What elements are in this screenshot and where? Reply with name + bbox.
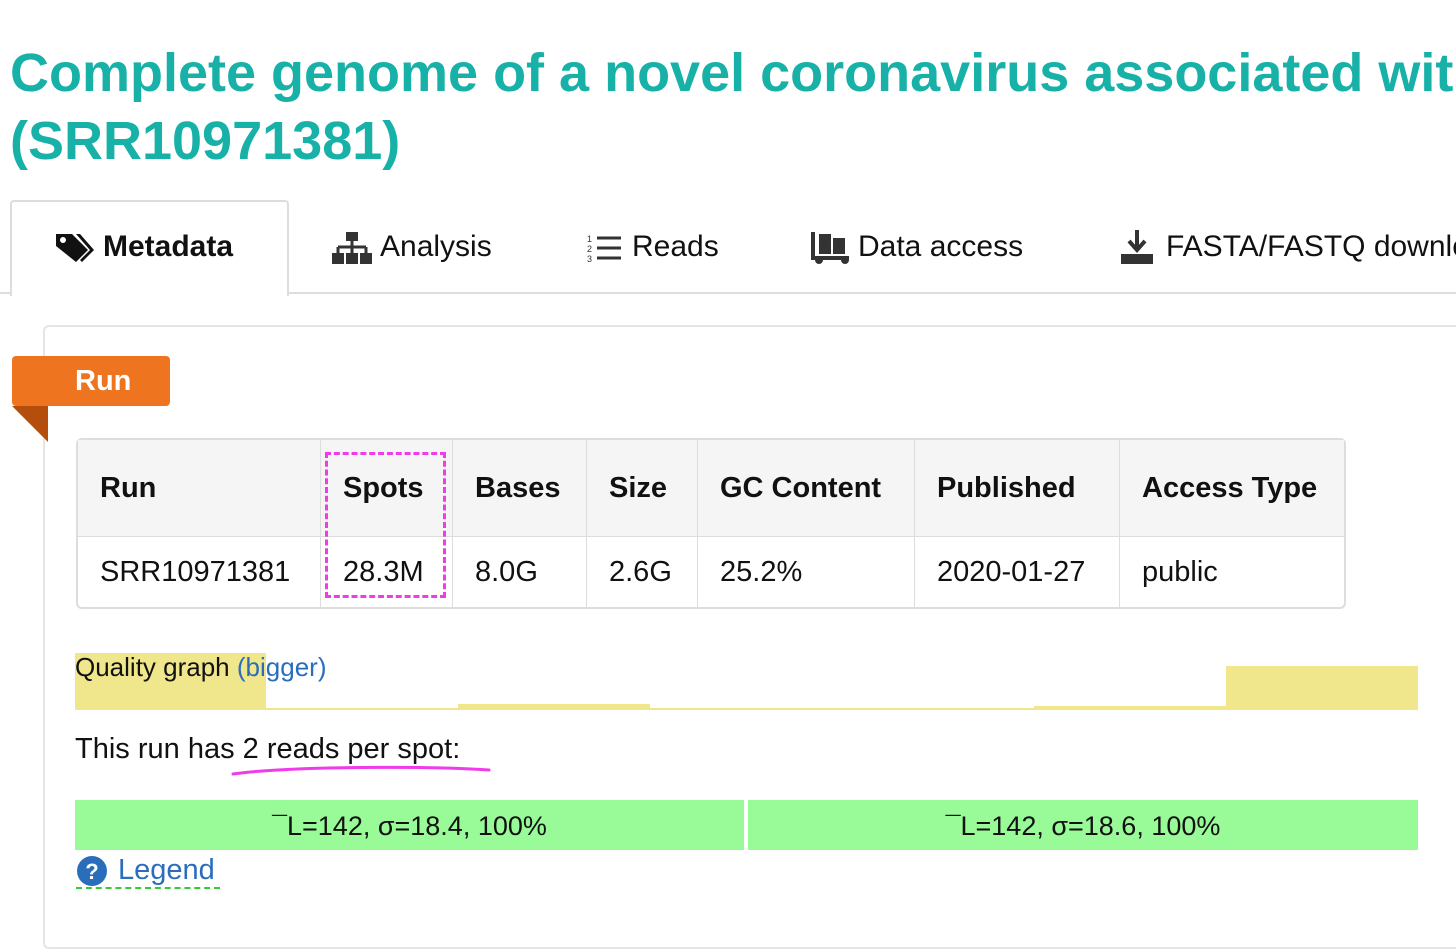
- legend-link[interactable]: Legend: [118, 854, 215, 886]
- column-header: Access Type: [1120, 440, 1344, 537]
- table-cell: SRR10971381: [78, 537, 321, 607]
- column-header: Spots: [321, 440, 453, 537]
- table-cell: 25.2%: [698, 537, 915, 607]
- quality-label: Quality graph (bigger): [75, 652, 326, 683]
- legend-underline: [76, 853, 220, 889]
- page: Complete genome of a novel coronavirus a…: [0, 43, 1456, 949]
- bigger-link[interactable]: (bigger): [236, 652, 327, 682]
- list-icon: 123: [587, 234, 621, 262]
- quality-bar: [75, 653, 266, 710]
- highlight-box: [325, 452, 446, 598]
- svg-text:1: 1: [587, 234, 592, 244]
- quality-text: Quality graph: [75, 652, 230, 682]
- tab-reads[interactable]: Reads: [632, 230, 719, 263]
- tab-download[interactable]: FASTA/FASTQ download: [1166, 230, 1456, 263]
- read-bar: ¯L=142, σ=18.6, 100%: [748, 800, 1418, 850]
- page-title: (SRR10971381): [10, 111, 401, 171]
- quality-bar: [458, 704, 650, 710]
- tab-data-access[interactable]: Data access: [858, 230, 1024, 263]
- tab-analysis[interactable]: Analysis: [380, 230, 492, 263]
- quality-bar: [1226, 666, 1418, 710]
- ribbon: [12, 356, 170, 442]
- active-tab[interactable]: [10, 200, 289, 296]
- column-header: Bases: [453, 440, 587, 537]
- svg-text:3: 3: [587, 254, 592, 262]
- dolly-icon: [811, 232, 849, 264]
- panel: [43, 325, 1456, 949]
- section-label: Run: [75, 365, 132, 397]
- run-table: Run Spots Bases Size GC Content Published Acce…: [76, 438, 1346, 609]
- table-cell: public: [1142, 555, 1218, 588]
- help-icon[interactable]: ?: [76, 855, 108, 887]
- table-row: SRR10971381 28.3M 8.0G 2.6G 25.2% 2020-01-27 p…: [78, 537, 1344, 607]
- tags-icon: [56, 234, 94, 262]
- read-bar: ¯L=142, σ=18.4, 100%: [75, 800, 744, 850]
- header-row: Run Spots Bases Size GC Content Published Acce…: [78, 440, 1344, 537]
- svg-text:2: 2: [587, 244, 592, 254]
- column-header: Run: [78, 440, 321, 537]
- table-cell: 8.0G: [453, 537, 587, 607]
- sitemap-icon: [332, 232, 372, 264]
- underline-annotation: [231, 765, 491, 776]
- table-cell: 2020-01-27: [915, 537, 1120, 607]
- download-icon: [1121, 230, 1153, 264]
- reads-intro: This run has 2 reads per spot:: [75, 733, 461, 765]
- tab-rule: [0, 292, 1456, 294]
- page-title: Complete genome of a novel coronavirus a…: [10, 43, 1456, 103]
- column-header: Size: [587, 440, 698, 537]
- quality-baseline: [75, 708, 1418, 710]
- column-header: GC Content: [698, 440, 915, 537]
- table-cell: 2.6G: [587, 537, 698, 607]
- column-header: Published: [915, 440, 1120, 537]
- svg-text:?: ?: [85, 859, 98, 884]
- tab-metadata[interactable]: Metadata: [103, 230, 234, 263]
- table-cell: 28.3M: [321, 537, 453, 607]
